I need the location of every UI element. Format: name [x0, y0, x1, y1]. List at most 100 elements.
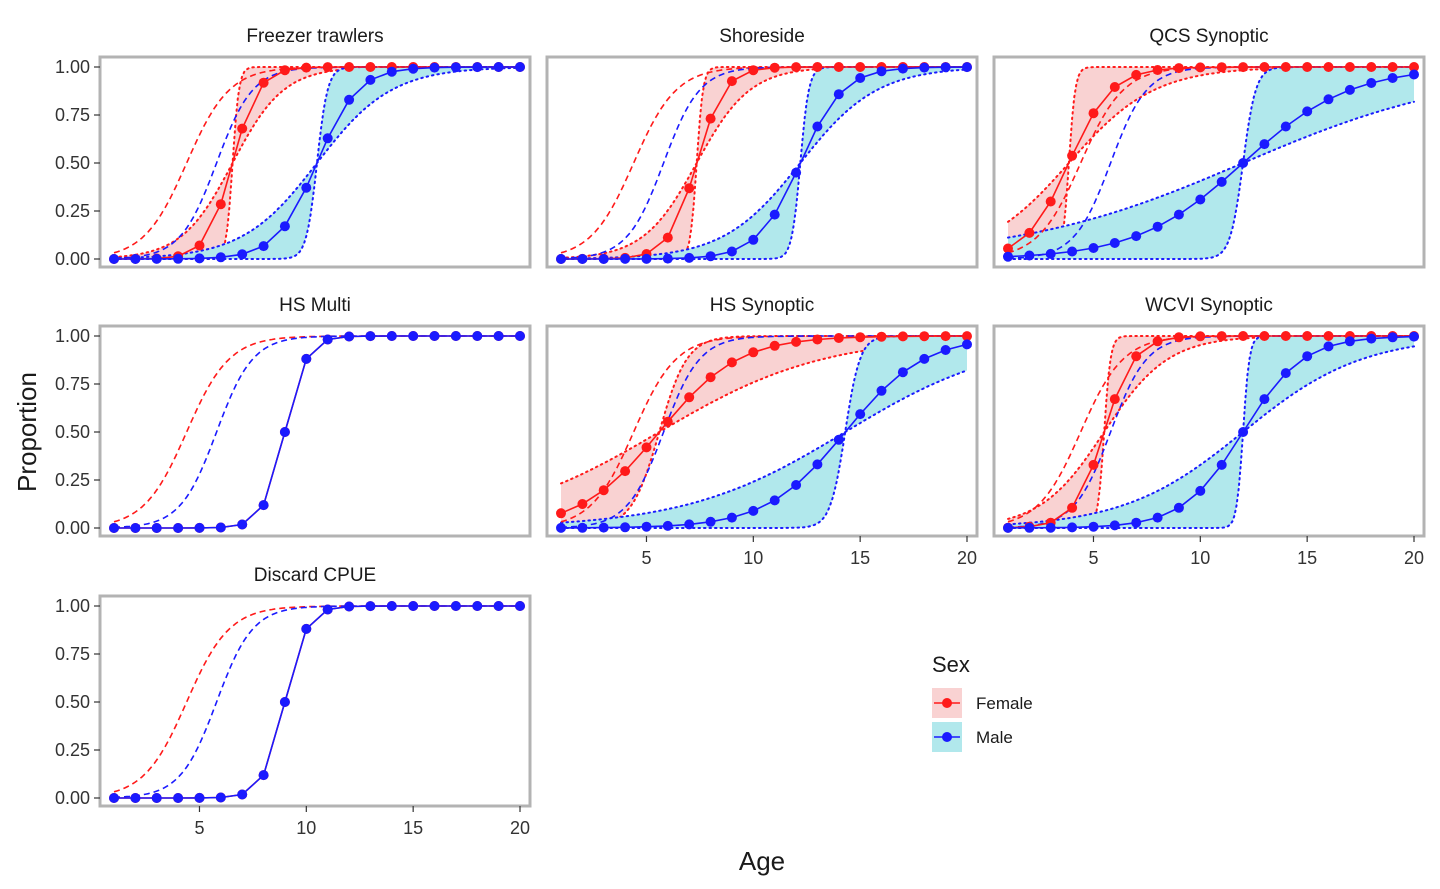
male-point-age-1: [1003, 251, 1013, 262]
y-tick-label: 0.50: [55, 153, 90, 173]
male-point-age-15: [408, 331, 419, 341]
male-point-age-6: [1109, 238, 1120, 248]
male-point-age-3: [598, 254, 609, 264]
legend-item-female: Female: [932, 688, 1033, 718]
male-point-age-20: [515, 62, 525, 72]
female-point-age-7: [1131, 351, 1142, 362]
y-tick-label: 1.00: [55, 326, 90, 346]
male-point-age-10: [748, 505, 759, 516]
male-point-age-6: [215, 522, 226, 533]
female-point-age-6: [662, 416, 673, 427]
y-tick-label: 1.00: [55, 57, 90, 77]
x-tick-label: 20: [957, 548, 977, 568]
male-point-age-20: [1409, 69, 1419, 80]
male-point-age-12: [344, 331, 355, 342]
male-point-age-1: [109, 523, 119, 533]
male-point-age-12: [791, 480, 802, 490]
female-point-age-11: [769, 62, 780, 73]
female-point-age-15: [1302, 331, 1313, 341]
male-point-age-19: [940, 62, 951, 73]
female-point-age-12: [791, 62, 802, 73]
female-reference-curve: [113, 605, 520, 793]
male-point-age-11: [1216, 176, 1227, 187]
x-tick-label: 20: [1404, 548, 1424, 568]
female-point-age-5: [1088, 108, 1099, 119]
panel-border: [545, 324, 979, 538]
female-point-age-20: [962, 331, 972, 342]
y-tick-label: 1.00: [55, 596, 90, 616]
male-point-age-8: [258, 770, 269, 781]
male-point-age-7: [237, 519, 248, 530]
male-point-age-8: [258, 500, 269, 511]
female-selectivity-line: [114, 335, 520, 529]
x-tick-label: 15: [403, 818, 423, 838]
male-point-age-17: [1344, 84, 1355, 95]
male-confidence-band: [561, 67, 967, 259]
male-point-age-15: [408, 63, 419, 74]
x-axis-title: Age: [739, 846, 785, 876]
panel-hs-multi: HS Multi 0.00 0.25 0.50 0.75 1.00: [55, 295, 532, 538]
female-point-age-14: [833, 62, 844, 72]
male-point-age-2: [1024, 250, 1035, 261]
male-point-age-4: [620, 253, 631, 264]
male-point-age-5: [641, 253, 652, 264]
male-point-age-17: [450, 331, 461, 341]
male-point-age-10: [748, 234, 759, 245]
male-point-age-16: [1323, 94, 1334, 105]
female-point-age-16: [1323, 62, 1334, 72]
male-point-age-11: [322, 334, 333, 345]
male-point-age-7: [237, 249, 248, 260]
male-lower-bound: [1007, 345, 1415, 526]
female-point-age-7: [684, 183, 695, 194]
male-point-age-4: [1067, 246, 1078, 257]
legend-items: Female Male: [932, 688, 1033, 752]
y-tick-label: 0.75: [55, 105, 90, 125]
male-point-age-8: [1152, 221, 1163, 232]
female-point-age-17: [897, 331, 908, 342]
y-tick-label: 0.50: [55, 422, 90, 442]
female-point-age-2: [577, 499, 588, 509]
male-point-age-12: [344, 94, 355, 105]
male-point-age-1: [556, 522, 566, 533]
male-point-age-18: [472, 331, 483, 341]
panel-qcs-synoptic: QCS Synoptic: [992, 26, 1426, 269]
male-point-age-9: [726, 246, 737, 257]
female-point-age-10: [1195, 62, 1206, 73]
male-point-age-3: [151, 793, 162, 803]
panel-wcvi-synoptic: WCVI Synoptic 5 10 15 20: [992, 295, 1426, 568]
male-point-age-2: [130, 793, 141, 803]
male-point-age-7: [684, 252, 695, 263]
female-point-age-4: [1067, 150, 1078, 161]
legend-item-male: Male: [932, 722, 1013, 752]
legend-label: Female: [976, 694, 1033, 713]
male-point-age-4: [173, 523, 184, 533]
female-point-age-18: [919, 331, 930, 342]
male-point-age-15: [1302, 106, 1313, 117]
male-point-age-11: [1216, 459, 1227, 470]
male-point-age-16: [1323, 341, 1334, 352]
female-point-age-20: [1409, 62, 1419, 72]
female-point-age-10: [748, 347, 759, 358]
panel-title: Freezer trawlers: [246, 26, 383, 47]
female-point-age-8: [1152, 336, 1163, 347]
male-point-age-20: [515, 331, 525, 341]
female-point-age-6: [1109, 394, 1120, 405]
female-point-age-13: [1259, 62, 1270, 72]
panel-title: QCS Synoptic: [1149, 26, 1268, 47]
male-point-age-3: [151, 523, 162, 533]
panel-title: Discard CPUE: [254, 565, 376, 586]
male-point-age-16: [876, 385, 887, 396]
female-point-age-7: [237, 123, 248, 134]
male-point-age-14: [833, 89, 844, 100]
male-point-age-4: [620, 522, 631, 533]
male-point-age-13: [812, 459, 823, 470]
y-tick-label: 0.00: [55, 788, 90, 808]
panel-freezer-trawlers: Freezer trawlers 0.00 0.25 0.50 0.75 1.00: [55, 26, 532, 269]
panel-border: [98, 55, 532, 269]
male-point-age-3: [151, 253, 162, 264]
male-point-age-16: [429, 62, 440, 73]
male-point-age-15: [855, 409, 866, 420]
panel-border: [545, 55, 979, 269]
male-selectivity-line: [114, 335, 520, 529]
male-point-age-19: [493, 62, 504, 72]
